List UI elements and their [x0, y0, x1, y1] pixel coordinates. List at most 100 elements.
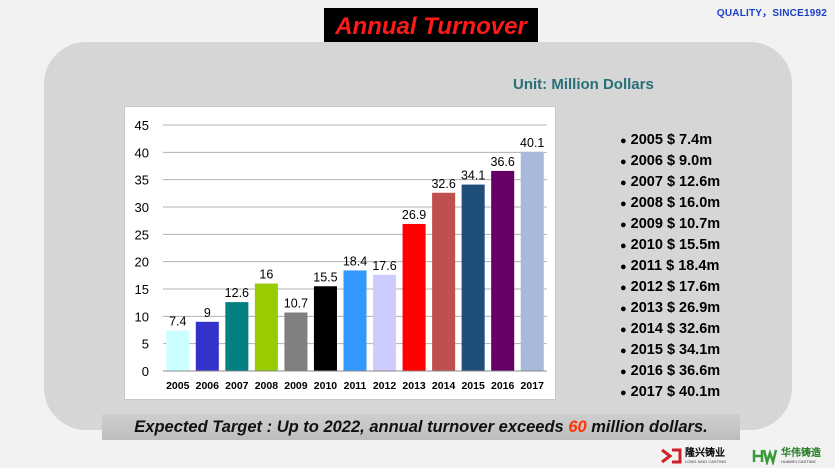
y-tick-label: 0 — [142, 364, 149, 379]
summary-item: ● 2014 $ 32.6m — [620, 319, 720, 340]
summary-item: ● 2009 $ 10.7m — [620, 214, 720, 235]
summary-item: ● 2007 $ 12.6m — [620, 172, 720, 193]
data-label: 12.6 — [225, 286, 249, 300]
logo1-en: LONG XING CASTING — [685, 458, 727, 464]
x-tick-label: 2011 — [344, 380, 367, 392]
bullet-icon: ● — [620, 135, 627, 147]
target-prefix: Expected Target : Up to 2022, annual tur… — [134, 417, 569, 436]
longxing-logo: 隆兴铸业 LONG XING CASTING — [660, 446, 750, 466]
summary-item: ● 2005 $ 7.4m — [620, 130, 720, 151]
summary-item: ● 2013 $ 26.9m — [620, 298, 720, 319]
summary-item-text: 2006 $ 9.0m — [630, 153, 713, 169]
bullet-icon: ● — [620, 156, 627, 168]
y-tick-label: 40 — [135, 145, 149, 160]
bullet-icon: ● — [620, 261, 627, 273]
bar-2009 — [284, 312, 308, 371]
y-tick-label: 15 — [135, 282, 149, 297]
summary-item-text: 2009 $ 10.7m — [630, 216, 721, 232]
summary-item-text: 2010 $ 15.5m — [630, 237, 721, 253]
y-tick-label: 20 — [135, 255, 149, 270]
bar-2014 — [432, 192, 456, 371]
bar-2010 — [313, 286, 337, 371]
data-label: 16 — [259, 268, 273, 282]
summary-item-text: 2017 $ 40.1m — [630, 384, 721, 400]
data-label: 9 — [204, 306, 211, 320]
data-label: 26.9 — [402, 208, 426, 222]
data-label: 34.1 — [461, 169, 485, 183]
bar-chart-svg: 0 5 10 15 20 25 30 35 40 45 7.4 2005 9 2006 12.6 2007 16… — [135, 118, 547, 392]
summary-item: ● 2017 $ 40.1m — [620, 382, 720, 403]
bullet-icon: ● — [620, 303, 627, 315]
turnover-summary-list: ● 2005 $ 7.4m ● 2006 $ 9.0m ● 2007 $ 12.6m ● 20… — [620, 130, 720, 403]
bullet-icon: ● — [620, 387, 627, 399]
tagline: QUALITY，SINCE1992 — [716, 8, 827, 19]
bullet-icon: ● — [620, 177, 627, 189]
bar-2005 — [166, 330, 190, 371]
data-label: 40.1 — [520, 136, 544, 150]
summary-item: ● 2012 $ 17.6m — [620, 277, 720, 298]
summary-item: ● 2015 $ 34.1m — [620, 340, 720, 361]
x-tick-label: 2015 — [461, 380, 485, 392]
y-tick-label: 35 — [135, 173, 149, 188]
huawei-casting-logo-icon — [752, 449, 778, 465]
summary-item: ● 2010 $ 15.5m — [620, 235, 720, 256]
y-tick-label: 5 — [142, 337, 149, 352]
logo2-en: HUAWEI CASTING — [781, 458, 816, 464]
summary-item-text: 2005 $ 7.4m — [630, 132, 713, 148]
summary-item-text: 2007 $ 12.6m — [630, 174, 721, 190]
data-label: 32.6 — [431, 177, 455, 191]
x-tick-label: 2017 — [521, 380, 545, 392]
logo1-cn: 隆兴铸业 — [685, 447, 725, 459]
bullet-icon: ● — [620, 345, 627, 357]
summary-item-text: 2012 $ 17.6m — [630, 279, 721, 295]
y-tick-label: 30 — [135, 200, 149, 215]
summary-item: ● 2006 $ 9.0m — [620, 151, 720, 172]
bar-chart: 0 5 10 15 20 25 30 35 40 45 7.4 2005 9 2006 12.6 2007 16… — [124, 106, 556, 400]
x-tick-label: 2006 — [196, 380, 220, 392]
bullet-icon: ● — [620, 219, 627, 231]
bar-2017 — [520, 151, 544, 371]
data-label: 17.6 — [372, 259, 396, 273]
x-tick-label: 2009 — [284, 380, 308, 392]
bar-2016 — [491, 170, 515, 371]
bar-2006 — [195, 321, 219, 371]
target-banner: Expected Target : Up to 2022, annual tur… — [102, 414, 740, 440]
bar-2008 — [254, 283, 278, 371]
data-label: 36.6 — [491, 155, 515, 169]
y-tick-label: 25 — [135, 227, 149, 242]
data-label: 18.4 — [343, 254, 367, 268]
data-label: 10.7 — [284, 297, 308, 311]
bar-2011 — [343, 270, 367, 371]
x-tick-label: 2010 — [314, 380, 338, 392]
target-highlight: 60 — [568, 417, 587, 436]
x-tick-label: 2016 — [491, 380, 515, 392]
bullet-icon: ● — [620, 366, 627, 378]
data-label: 7.4 — [169, 315, 186, 329]
longxing-logo-icon — [661, 448, 682, 464]
target-suffix: million dollars. — [586, 417, 708, 436]
x-tick-label: 2007 — [225, 380, 249, 392]
bullet-icon: ● — [620, 324, 627, 336]
bar-2007 — [225, 302, 249, 371]
bullet-icon: ● — [620, 198, 627, 210]
logo2-cn: 华伟铸造 — [781, 447, 821, 459]
x-tick-label: 2008 — [255, 380, 279, 392]
summary-item-text: 2011 $ 18.4m — [630, 258, 720, 274]
summary-item-text: 2008 $ 16.0m — [630, 195, 721, 211]
summary-item-text: 2016 $ 36.6m — [630, 363, 721, 379]
summary-item: ● 2011 $ 18.4m — [620, 256, 720, 277]
bar-2012 — [373, 274, 397, 371]
x-tick-label: 2012 — [373, 380, 397, 392]
summary-item: ● 2016 $ 36.6m — [620, 361, 720, 382]
summary-item-text: 2015 $ 34.1m — [630, 342, 721, 358]
huawei-casting-logo: 华伟铸造 HUAWEI CASTING — [752, 446, 834, 466]
x-tick-label: 2005 — [166, 380, 190, 392]
y-tick-label: 45 — [135, 118, 149, 133]
x-tick-label: 2014 — [432, 380, 456, 392]
bullet-icon: ● — [620, 282, 627, 294]
y-tick-label: 10 — [135, 309, 149, 324]
bullet-icon: ● — [620, 240, 627, 252]
x-tick-label: 2013 — [402, 380, 426, 392]
unit-label: Unit: Million Dollars — [513, 76, 654, 93]
summary-item: ● 2008 $ 16.0m — [620, 193, 720, 214]
